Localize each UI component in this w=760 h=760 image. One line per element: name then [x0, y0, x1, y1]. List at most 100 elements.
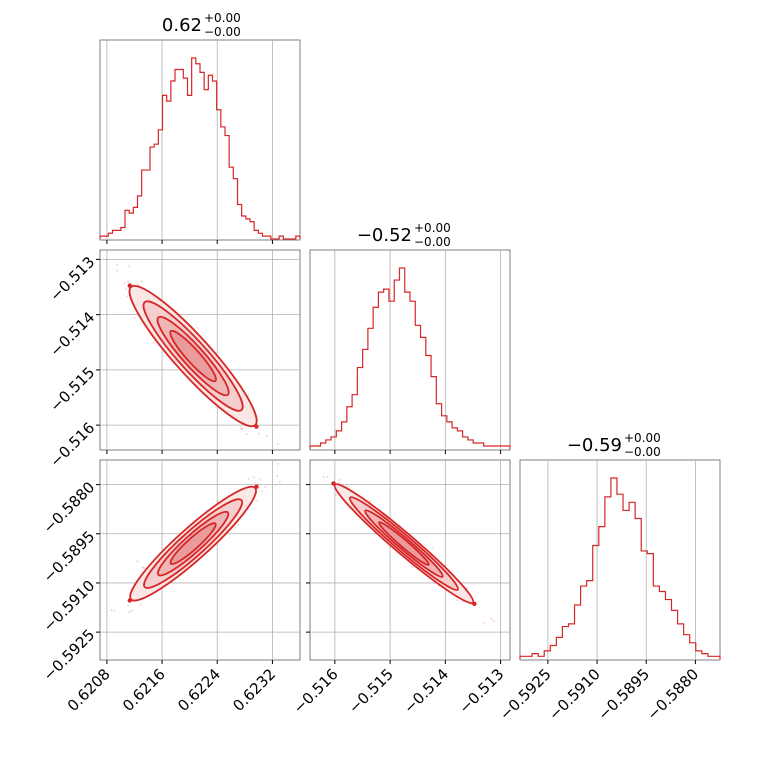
hist-series-0: [99, 57, 301, 240]
pair-panel-1-2: [306, 459, 511, 664]
contour-tip-point: [472, 601, 477, 607]
density-contour-3: [378, 521, 430, 566]
scatter-point: [266, 434, 269, 437]
hist-title-value-1: −0.52: [357, 225, 412, 246]
x-tick-label-0-2: 0.6224: [174, 665, 224, 715]
hist-title-plus-0: +0.00: [204, 11, 241, 25]
scatter-point: [247, 477, 250, 480]
pair-frame-0-1: [99, 249, 301, 451]
scatter-point: [110, 609, 113, 612]
y-tick-label-1-2: −0.514: [46, 308, 98, 360]
scatter-point: [139, 603, 142, 606]
hist-title-plus-1: +0.00: [414, 221, 451, 235]
scatter-point: [252, 476, 255, 479]
contour-tip-point: [254, 424, 259, 429]
scatter-point: [338, 478, 342, 481]
scatter-point: [133, 316, 136, 319]
scatter-point: [259, 478, 262, 481]
scatter-point: [126, 295, 129, 298]
scatter-point: [456, 599, 459, 602]
scatter-point: [258, 432, 261, 435]
hist-panel-1: −0.52 +0.00−0.00: [309, 221, 511, 454]
y-tick-label-2-3: −0.5880: [40, 478, 99, 537]
scatter-point: [490, 617, 493, 620]
scatter-point: [141, 566, 144, 569]
hist-title-value-0: 0.62: [162, 15, 202, 36]
scatter-point: [116, 263, 119, 267]
scatter-point: [130, 609, 133, 612]
scatter-point: [326, 475, 329, 479]
scatter-point: [257, 483, 260, 486]
hist-title-minus-0: −0.00: [204, 25, 241, 39]
scatter-point: [482, 621, 485, 624]
hist-frame-2: [519, 459, 721, 661]
scatter-point: [142, 566, 145, 570]
density-contour-3: [169, 329, 217, 383]
scatter-point: [277, 442, 280, 445]
scatter-point: [411, 565, 414, 569]
x-tick-label-1-1: −0.515: [345, 665, 397, 717]
scatter-point: [115, 269, 119, 272]
scatter-point: [128, 265, 131, 268]
hist-title-minus-1: −0.00: [414, 235, 451, 249]
scatter-point: [322, 475, 325, 479]
scatter-point: [240, 427, 244, 431]
x-tick-label-2-2: −0.5895: [594, 665, 653, 724]
scatter-point: [276, 474, 279, 477]
scatter-point: [126, 280, 130, 283]
hist-series-2: [519, 477, 721, 659]
pair-panel-0-1: [96, 249, 301, 454]
pair-frame-0-2: [99, 459, 301, 661]
pair-panel-0-2: [96, 438, 301, 664]
scatter-point: [276, 462, 279, 466]
hist-frame-0: [99, 39, 301, 241]
x-tick-label-1-0: −0.516: [290, 665, 342, 717]
pair-frame-1-2: [309, 459, 511, 661]
scatter-point: [113, 609, 116, 612]
scatter-point: [246, 432, 249, 436]
y-tick-label-1-1: −0.515: [46, 364, 98, 416]
scatter-point: [492, 619, 495, 622]
x-tick-label-1-2: −0.514: [400, 665, 452, 717]
hist-title-plus-2: +0.00: [624, 431, 661, 445]
hist-title-minus-2: −0.00: [624, 445, 661, 459]
scatter-point: [128, 610, 131, 614]
scatter-point: [240, 427, 243, 430]
scatter-point: [233, 526, 237, 529]
x-tick-label-2-0: −0.5925: [496, 665, 555, 724]
scatter-point: [140, 280, 143, 283]
scatter-point: [124, 287, 128, 290]
contour-tip-point: [127, 598, 132, 603]
hist-title-value-2: −0.59: [567, 435, 622, 456]
scatter-point: [237, 523, 240, 526]
y-tick-label-1-0: −0.516: [46, 419, 98, 471]
scatter-point: [260, 490, 264, 493]
hist-panel-2: −0.59 +0.00−0.00: [519, 431, 721, 664]
y-tick-label-2-2: −0.5895: [40, 527, 99, 586]
y-tick-label-2-1: −0.5910: [40, 577, 99, 636]
x-tick-label-0-1: 0.6216: [119, 665, 169, 715]
contour-tip-point: [254, 484, 259, 489]
hist-series-1: [309, 267, 511, 449]
density-contour-3: [169, 522, 217, 566]
hist-panel-0: 0.62 +0.00−0.00: [99, 11, 301, 244]
scatter-point: [152, 341, 155, 345]
scatter-point: [126, 604, 130, 607]
scatter-point: [287, 438, 289, 440]
scatter-point: [239, 426, 242, 429]
scatter-point: [368, 500, 371, 503]
scatter-point: [334, 493, 338, 497]
scatter-point: [131, 283, 134, 286]
contour-tip-point: [127, 283, 132, 288]
scatter-point: [255, 499, 258, 503]
scatter-point: [123, 282, 126, 285]
scatter-point: [136, 560, 139, 563]
scatter-point: [196, 327, 199, 330]
x-tick-label-0-3: 0.6232: [229, 665, 279, 715]
x-tick-label-2-1: −0.5910: [545, 665, 604, 724]
x-tick-label-0-0: 0.6208: [64, 665, 114, 715]
contour-tip-point: [331, 481, 336, 486]
scatter-point: [264, 485, 267, 489]
scatter-point: [346, 485, 350, 488]
